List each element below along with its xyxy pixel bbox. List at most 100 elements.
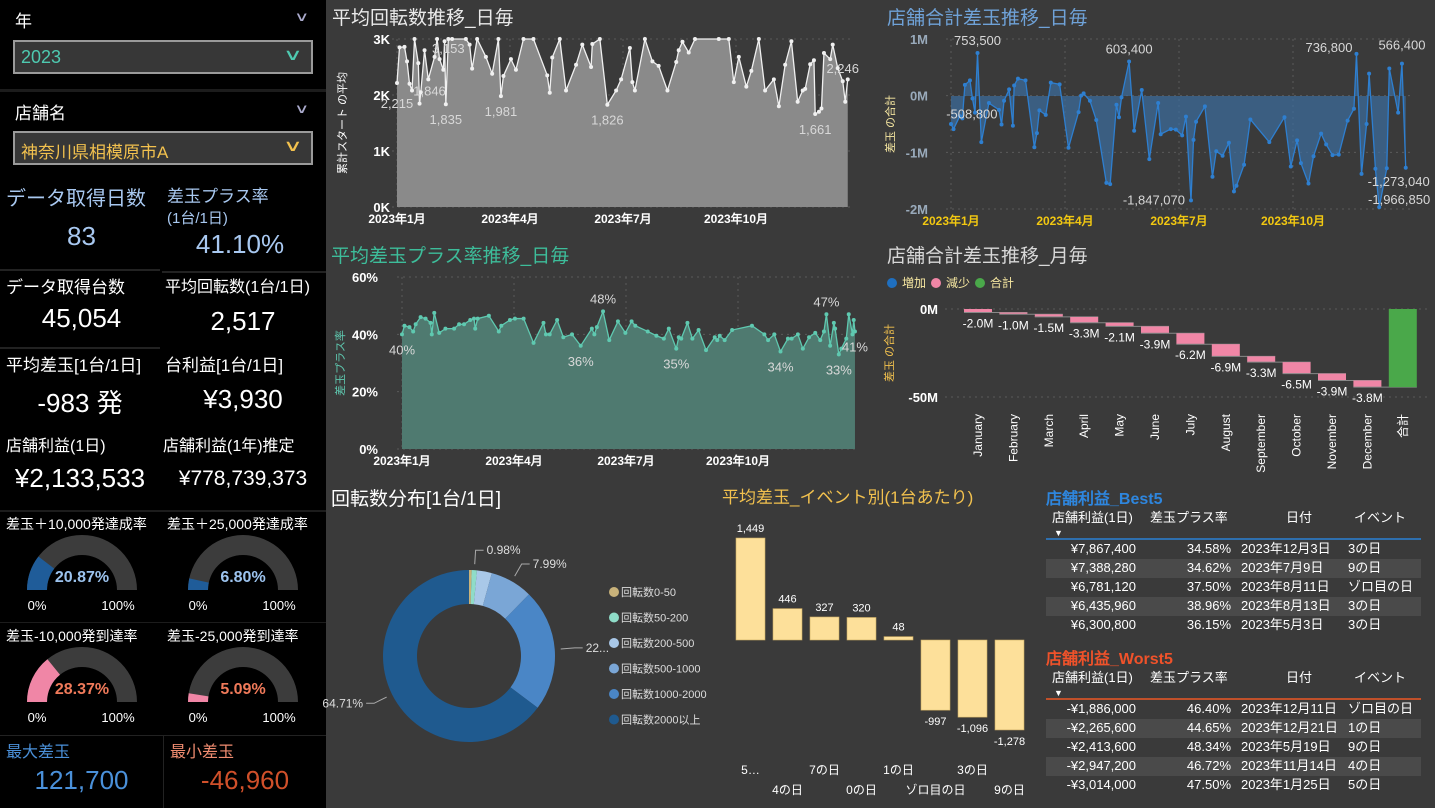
data-point bbox=[731, 80, 736, 85]
data-point bbox=[967, 78, 972, 83]
column-header[interactable]: 店舗利益(1日) bbox=[1052, 670, 1133, 685]
table-row[interactable]: ¥7,388,280 34.62% 2023年7月9日 9の日 bbox=[1046, 559, 1421, 578]
data-point bbox=[778, 349, 783, 354]
data-point bbox=[473, 326, 478, 331]
data-point bbox=[412, 37, 417, 41]
data-point bbox=[833, 326, 838, 331]
data-point bbox=[749, 68, 754, 73]
data-point bbox=[605, 102, 610, 107]
gauge-label: 差玉-10,000発到達率 bbox=[6, 628, 138, 644]
kpi-days-label: データ取得日数 bbox=[6, 188, 146, 210]
table-row[interactable]: ¥6,781,120 37.50% 2023年8月11日 ゾロ目の日 bbox=[1046, 578, 1421, 597]
table-row[interactable]: -¥3,014,000 47.50% 2023年1月25日 5の日 bbox=[1046, 776, 1421, 795]
legend-dot bbox=[609, 638, 619, 648]
data-point bbox=[808, 62, 813, 67]
kpi-avg-diff-value: -983 発 bbox=[37, 388, 123, 418]
data-point bbox=[580, 42, 585, 47]
legend-dot-decrease bbox=[931, 277, 942, 288]
data-point bbox=[795, 99, 800, 104]
data-point bbox=[426, 77, 431, 82]
data-point bbox=[1242, 162, 1247, 167]
column-header[interactable]: イベント bbox=[1354, 670, 1407, 685]
y-tick-label: -1M bbox=[906, 145, 928, 160]
table-cell: 44.65% bbox=[1186, 720, 1231, 735]
kpi-avg-spins-value: 2,517 bbox=[210, 306, 276, 336]
x-tick-label: 2023年4月 bbox=[1036, 213, 1093, 228]
table-row[interactable]: -¥2,413,600 48.34% 2023年5月19日 9の日 bbox=[1046, 738, 1421, 757]
data-label: -3.3M bbox=[1246, 366, 1277, 380]
table-cell: 3の日 bbox=[1348, 598, 1382, 613]
store-select[interactable]: 神奈川県相模原市A ∨ bbox=[13, 131, 313, 165]
event-bar bbox=[883, 636, 914, 641]
header-underline bbox=[1046, 698, 1421, 700]
data-point bbox=[601, 309, 606, 314]
data-point bbox=[852, 329, 857, 334]
data-point bbox=[1037, 108, 1042, 113]
data-label: -3.8M bbox=[1352, 391, 1383, 405]
sort-desc-icon[interactable]: ▼ bbox=[1054, 528, 1063, 538]
x-tick-label: 2023年1月 bbox=[368, 211, 425, 226]
data-point bbox=[619, 77, 624, 82]
leader-line bbox=[474, 549, 484, 565]
divider bbox=[0, 89, 326, 92]
data-point bbox=[642, 37, 647, 41]
data-point bbox=[1189, 198, 1193, 203]
data-point bbox=[578, 343, 583, 348]
column-header[interactable]: 日付 bbox=[1286, 670, 1313, 685]
data-point bbox=[1180, 133, 1185, 138]
data-point bbox=[429, 332, 434, 337]
best5-title: 店舗利益_Best5 bbox=[1046, 491, 1163, 508]
column-header[interactable]: イベント bbox=[1354, 510, 1407, 525]
data-point bbox=[1210, 174, 1215, 179]
leader-line bbox=[514, 563, 530, 577]
table-row[interactable]: -¥2,947,200 46.72% 2023年11月14日 4の日 bbox=[1046, 757, 1421, 776]
data-label: -1.5M bbox=[1033, 321, 1064, 335]
year-select[interactable]: 2023 ∨ bbox=[13, 40, 313, 74]
table-row[interactable]: ¥7,867,400 34.58% 2023年12月3日 3の日 bbox=[1046, 540, 1421, 559]
data-point bbox=[441, 67, 446, 72]
table-row[interactable]: -¥2,265,600 44.65% 2023年12月21日 1の日 bbox=[1046, 719, 1421, 738]
data-point bbox=[1345, 118, 1350, 123]
data-point bbox=[486, 313, 491, 318]
data-point bbox=[1057, 82, 1062, 87]
data-point bbox=[762, 332, 767, 337]
column-header[interactable]: 日付 bbox=[1286, 510, 1313, 525]
column-header[interactable]: 差玉プラス率 bbox=[1150, 670, 1228, 685]
data-point bbox=[744, 84, 749, 89]
data-point bbox=[561, 335, 566, 340]
data-point bbox=[970, 96, 975, 101]
x-tick-label: 9の日 bbox=[994, 783, 1025, 797]
data-point bbox=[543, 332, 548, 337]
table-row[interactable]: -¥1,886,000 46.40% 2023年12月11日 ゾロ目の日 bbox=[1046, 700, 1421, 719]
data-point bbox=[418, 315, 423, 320]
data-point bbox=[1220, 153, 1225, 158]
donut-slice bbox=[505, 594, 555, 708]
x-tick-label: 2023年7月 bbox=[597, 453, 654, 468]
data-point bbox=[831, 320, 836, 325]
column-header[interactable]: 差玉プラス率 bbox=[1150, 510, 1228, 525]
data-label: 753,500 bbox=[954, 33, 1001, 48]
table-row[interactable]: ¥6,300,800 36.15% 2023年5月3日 3の日 bbox=[1046, 616, 1421, 635]
table-row[interactable]: ¥6,435,960 38.96% 2023年8月13日 3の日 bbox=[1046, 597, 1421, 616]
x-tick-label: 2023年10月 bbox=[1261, 213, 1325, 228]
year-filter-collapse-icon[interactable]: ∨ bbox=[294, 9, 310, 24]
column-header[interactable]: 店舗利益(1日) bbox=[1052, 510, 1133, 525]
kpi-avg-spins-label: 平均回転数(1台/1日) bbox=[165, 279, 310, 296]
legend-item: 回転数50-200 bbox=[621, 612, 688, 625]
y-axis-title: 差玉プラス率 bbox=[333, 330, 347, 396]
header-underline bbox=[1046, 538, 1421, 540]
table-cell: 2023年7月9日 bbox=[1241, 560, 1324, 575]
sort-desc-icon[interactable]: ▼ bbox=[1054, 688, 1063, 698]
data-point bbox=[400, 332, 404, 337]
data-point bbox=[550, 55, 555, 60]
gauge-fill bbox=[27, 659, 61, 702]
x-tick-label: June bbox=[1148, 414, 1162, 440]
store-filter-collapse-icon[interactable]: ∨ bbox=[294, 101, 310, 116]
data-point bbox=[437, 57, 442, 62]
data-point bbox=[722, 338, 727, 343]
data-point bbox=[716, 37, 721, 41]
data-point bbox=[828, 343, 833, 348]
data-label: -1,966,850 bbox=[1368, 192, 1430, 207]
data-point bbox=[462, 322, 467, 327]
table-cell: 47.50% bbox=[1186, 777, 1231, 792]
